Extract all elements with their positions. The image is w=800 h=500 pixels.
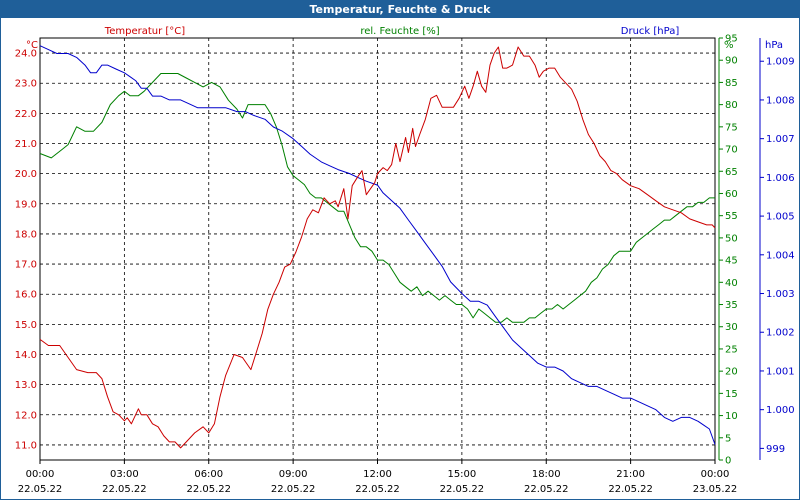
temperature-tick-label: 11.0 bbox=[15, 440, 37, 451]
humidity-tick-label: 10 bbox=[725, 411, 738, 422]
temperature-tick-label: 13.0 bbox=[15, 380, 37, 391]
humidity-tick-label: 15 bbox=[725, 389, 738, 400]
humidity-axis-label: rel. Feuchte [%] bbox=[360, 26, 439, 37]
humidity-tick-label: 25 bbox=[725, 344, 738, 355]
date-tick-label: 22.05.22 bbox=[608, 484, 653, 495]
pressure-tick-label: 1.007 bbox=[766, 134, 795, 145]
humidity-tick-label: 70 bbox=[725, 145, 738, 156]
time-tick-label: 03:00 bbox=[110, 469, 139, 480]
temperature-tick-label: 14.0 bbox=[15, 350, 37, 361]
time-tick-label: 15:00 bbox=[447, 469, 476, 480]
time-tick-label: 00:00 bbox=[701, 469, 730, 480]
date-tick-label: 22.05.22 bbox=[355, 484, 400, 495]
date-tick-label: 22.05.22 bbox=[524, 484, 569, 495]
pressure-unit: hPa bbox=[765, 40, 783, 51]
humidity-tick-label: 80 bbox=[725, 100, 738, 111]
humidity-unit: % bbox=[724, 40, 734, 51]
humidity-tick-label: 60 bbox=[725, 189, 738, 200]
temperature-tick-label: 22.0 bbox=[15, 109, 37, 120]
humidity-tick-label: 55 bbox=[725, 211, 738, 222]
pressure-tick-label: 1.004 bbox=[766, 250, 795, 261]
temperature-tick-label: 17.0 bbox=[15, 260, 37, 271]
time-axis: 00:00 22.05.22 03:00 22.05.22 06:00 22.05.22 0… bbox=[18, 460, 738, 495]
temperature-series-line bbox=[39, 46, 716, 449]
humidity-series-line bbox=[39, 73, 715, 323]
pressure-series-line bbox=[39, 45, 716, 445]
grid bbox=[40, 38, 715, 460]
temperature-tick-label: 21.0 bbox=[15, 139, 37, 150]
temperature-tick-label: 12.0 bbox=[15, 410, 37, 421]
humidity-tick-label: 75 bbox=[725, 122, 738, 133]
date-tick-label: 22.05.22 bbox=[271, 484, 316, 495]
date-tick-label: 23.05.22 bbox=[693, 484, 738, 495]
humidity-tick-label: 85 bbox=[725, 78, 738, 89]
time-tick-label: 06:00 bbox=[194, 469, 223, 480]
humidity-tick-label: 30 bbox=[725, 322, 738, 333]
humidity-tick-label: 65 bbox=[725, 167, 738, 178]
date-tick-label: 22.05.22 bbox=[18, 484, 63, 495]
time-tick-label: 21:00 bbox=[616, 469, 645, 480]
date-tick-label: 22.05.22 bbox=[440, 484, 485, 495]
humidity-tick-label: 45 bbox=[725, 256, 738, 267]
time-tick-label: 00:00 bbox=[26, 469, 55, 480]
temperature-axis-label: Temperatur [°C] bbox=[104, 26, 185, 37]
pressure-tick-label: 1.001 bbox=[766, 366, 795, 377]
date-tick-label: 22.05.22 bbox=[186, 484, 231, 495]
pressure-tick-label: 1.000 bbox=[766, 405, 795, 416]
humidity-tick-label: 50 bbox=[725, 233, 738, 244]
pressure-tick-label: 1.006 bbox=[766, 173, 795, 184]
humidity-tick-label: 35 bbox=[725, 300, 738, 311]
time-tick-label: 09:00 bbox=[279, 469, 308, 480]
temperature-tick-label: 23.0 bbox=[15, 79, 37, 90]
temperature-tick-label: 18.0 bbox=[15, 229, 37, 240]
pressure-tick-label: 1.003 bbox=[766, 289, 795, 300]
temperature-axis: 11.0 12.0 13.0 14.0 15.0 16.0 17.0 18.0 19.0 20.0… bbox=[15, 49, 37, 452]
humidity-tick-label: 40 bbox=[725, 278, 738, 289]
temperature-tick-label: 20.0 bbox=[15, 169, 37, 180]
humidity-tick-label: 20 bbox=[725, 367, 738, 378]
chart-title: Temperatur, Feuchte & Druck bbox=[1, 1, 799, 18]
humidity-tick-label: 90 bbox=[725, 56, 738, 67]
pressure-tick-label: 1.009 bbox=[766, 57, 795, 68]
pressure-tick-label: 1.005 bbox=[766, 212, 795, 223]
temperature-tick-label: 19.0 bbox=[15, 199, 37, 210]
time-tick-label: 12:00 bbox=[363, 469, 392, 480]
series-layer bbox=[39, 45, 716, 449]
time-tick-label: 18:00 bbox=[532, 469, 561, 480]
temperature-unit: °C bbox=[26, 40, 38, 51]
pressure-tick-label: 1.008 bbox=[766, 95, 795, 106]
pressure-axis-label: Druck [hPa] bbox=[621, 26, 680, 37]
humidity-axis: 0 5 10 15 20 25 30 35 40 45 50 55 60 65 70 75 80 85 90 95 bbox=[718, 34, 738, 467]
temperature-tick-label: 15.0 bbox=[15, 320, 37, 331]
pressure-tick-label: 999 bbox=[766, 444, 785, 455]
pressure-tick-label: 1.002 bbox=[766, 328, 795, 339]
humidity-tick-label: 5 bbox=[725, 433, 731, 444]
pressure-axis: 999 1.000 1.001 1.002 1.003 1.004 1.005 1.006 1.… bbox=[759, 38, 795, 460]
temperature-tick-label: 16.0 bbox=[15, 290, 37, 301]
temperature-tick-label: 24.0 bbox=[15, 49, 37, 60]
humidity-tick-label: 95 bbox=[725, 34, 738, 45]
humidity-tick-label: 0 bbox=[725, 456, 731, 467]
date-tick-label: 22.05.22 bbox=[102, 484, 147, 495]
